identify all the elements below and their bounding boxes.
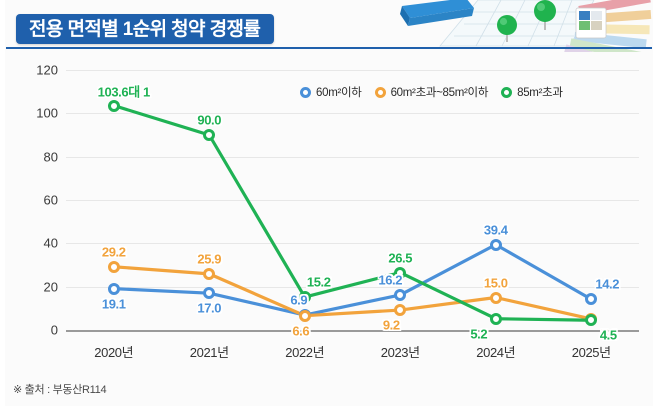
page-title-text: 전용 면적별 1순위 청약 경쟁률 <box>29 18 261 40</box>
title-divider <box>6 47 652 49</box>
data-point-label: 15.0 <box>483 275 508 290</box>
data-point-marker <box>107 99 120 112</box>
data-point-marker <box>107 260 120 273</box>
data-point-label: 5.2 <box>470 326 488 342</box>
data-point-label: 17.0 <box>197 300 222 316</box>
chart-series-layer <box>112 103 593 322</box>
data-point-marker <box>203 129 216 141</box>
data-point-marker <box>298 291 311 304</box>
data-point-marker <box>394 288 407 301</box>
gridline-5 <box>66 113 639 115</box>
legend-item-0: 60m²이하 <box>300 84 362 100</box>
data-point-marker <box>585 314 598 327</box>
data-point-label: 4.5 <box>599 327 617 343</box>
legend-label-1: 60m²초과~85m²이하 <box>390 87 489 99</box>
data-point-marker <box>203 267 216 280</box>
frame-edge-bottom <box>0 406 658 412</box>
y-axis-tick-label-1: 20 <box>43 279 58 295</box>
legend-label-0: 60m²이하 <box>316 87 362 99</box>
data-point-marker <box>107 282 120 295</box>
gridline-6 <box>66 70 639 71</box>
frame-edge-left <box>0 0 5 412</box>
tree-1 <box>497 15 517 42</box>
architecture-illustration <box>382 0 658 52</box>
data-point-marker <box>489 291 502 304</box>
data-point-marker <box>298 309 311 322</box>
data-point-marker <box>489 312 502 325</box>
frame-edge-right <box>653 0 658 412</box>
source-note: ※ 출처 : 부동산R114 <box>13 384 107 396</box>
chart-legend: 60m²이하 60m²초과~85m²이하 85m²초과 <box>300 84 563 100</box>
data-point-marker <box>394 266 407 279</box>
data-point-label: 29.2 <box>101 244 126 260</box>
x-axis-tick-label-2: 2022년 <box>285 345 325 360</box>
legend-marker-icon-blue <box>300 86 311 98</box>
y-axis-tick-label-2: 40 <box>43 235 58 251</box>
data-point-label: 6.6 <box>292 323 310 339</box>
x-axis-tick-label-1: 2021년 <box>189 345 229 360</box>
data-point-label: 15.2 <box>306 274 331 290</box>
data-point-label: 25.9 <box>197 251 222 267</box>
color-swatch-fan <box>563 0 652 52</box>
legend-marker-icon-orange <box>374 86 386 98</box>
data-point-label: 16.2 <box>378 272 403 288</box>
data-point-marker <box>585 293 598 306</box>
legend-item-1: 60m²초과~85m²이하 <box>374 84 489 100</box>
x-axis-line <box>66 330 639 332</box>
x-axis-tick-label-4: 2024년 <box>476 345 516 360</box>
data-point-marker <box>489 238 502 251</box>
legend-item-2: 85m²초과 <box>501 84 563 100</box>
line-chart: 0 20 40 60 80 100 120 19.1 17.0 6.9 16.2 39.4 14.2 2… <box>0 52 658 360</box>
blue-beam <box>400 0 474 26</box>
y-axis-tick-label-6: 120 <box>36 62 58 78</box>
y-axis-tick-label-4: 80 <box>43 149 58 165</box>
y-axis-tick-label-0: 0 <box>50 322 58 338</box>
data-point-label: 9.2 <box>382 317 400 333</box>
gridline-2 <box>66 243 639 245</box>
gridline-1 <box>66 286 639 288</box>
series-line-2 <box>112 103 593 322</box>
y-axis-tick-label-5: 100 <box>36 105 58 121</box>
page-title: 전용 면적별 1순위 청약 경쟁률 <box>16 14 275 44</box>
architecture-illustration-svg <box>400 0 652 52</box>
data-point-marker <box>203 287 216 300</box>
legend-marker-icon-green <box>501 86 513 98</box>
data-point-label: 19.1 <box>101 296 126 312</box>
data-point-marker <box>394 304 407 317</box>
legend-label-2: 85m²초과 <box>517 87 563 99</box>
data-point-label: 103.6대 1 <box>97 84 151 100</box>
data-point-label: 90.0 <box>197 112 222 128</box>
gridline-3 <box>66 200 639 201</box>
data-point-label: 14.2 <box>595 276 620 292</box>
data-point-label: 39.4 <box>483 222 508 238</box>
tree-2 <box>534 0 556 30</box>
data-point-label: 6.9 <box>290 292 308 308</box>
x-axis-tick-label-3: 2023년 <box>380 345 420 360</box>
series-line-0 <box>112 243 593 317</box>
x-axis-tick-label-0: 2020년 <box>94 345 134 360</box>
series-line-1 <box>112 265 593 321</box>
data-point-label: 5.1 <box>600 326 618 342</box>
gridline-4 <box>66 156 639 158</box>
data-point-label: 26.5 <box>388 250 413 266</box>
y-axis-tick-label-3: 60 <box>43 192 58 208</box>
x-axis-tick-label-5: 2025년 <box>571 345 611 360</box>
